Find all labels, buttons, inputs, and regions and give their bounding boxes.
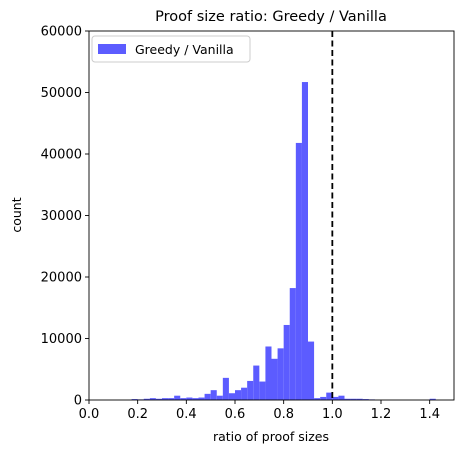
y-axis-title: count [9, 197, 24, 232]
histogram-bar-12 [205, 394, 211, 400]
histogram-bar-17 [235, 390, 241, 400]
legend-swatch [98, 44, 126, 54]
y-tick-label-4: 40000 [41, 148, 82, 163]
histogram-bar-29 [308, 342, 314, 400]
histogram-bar-25 [284, 325, 290, 400]
histogram-bar-19 [247, 381, 253, 400]
x-tick-label-3: 0.6 [225, 407, 246, 422]
y-tick-label-1: 10000 [41, 332, 82, 347]
histogram-bar-32 [326, 393, 332, 400]
x-tick-label-7: 1.4 [419, 407, 440, 422]
x-tick-label-1: 0.2 [127, 407, 148, 422]
histogram-bar-26 [290, 288, 296, 400]
histogram-bar-16 [229, 393, 235, 400]
x-axis-ticks: 0.0 0.2 0.4 0.6 0.8 1.0 1.2 1.4 [79, 400, 440, 422]
x-tick-label-6: 1.2 [371, 407, 392, 422]
histogram-bar-14 [217, 396, 223, 400]
legend-label: Greedy / Vanilla [135, 42, 234, 57]
histogram-bar-13 [211, 390, 217, 400]
chart-title: Proof size ratio: Greedy / Vanilla [155, 9, 387, 25]
histogram-bar-31 [320, 397, 326, 400]
plot-frame [89, 31, 454, 400]
y-tick-label-3: 30000 [41, 209, 82, 224]
x-tick-label-0: 0.0 [79, 407, 100, 422]
x-tick-label-2: 0.4 [176, 407, 197, 422]
histogram-bar-28 [302, 82, 308, 400]
y-tick-label-5: 50000 [41, 86, 82, 101]
histogram-bar-27 [296, 143, 302, 400]
x-axis-title: ratio of proof sizes [213, 429, 329, 444]
histogram-bar-18 [241, 388, 247, 400]
histogram-bar-7 [174, 396, 180, 400]
x-tick-label-5: 1.0 [322, 407, 343, 422]
y-tick-label-2: 20000 [41, 271, 82, 286]
legend: Greedy / Vanilla [92, 36, 250, 62]
histogram-bar-34 [338, 396, 344, 400]
y-tick-label-6: 60000 [41, 25, 82, 40]
histogram-bar-21 [259, 382, 265, 400]
histogram-bar-22 [265, 346, 271, 400]
histogram-bar-20 [253, 366, 259, 400]
x-tick-label-4: 0.8 [273, 407, 294, 422]
histogram-bar-15 [223, 378, 229, 400]
histogram-bars [132, 82, 436, 400]
histogram-bar-33 [332, 397, 338, 400]
histogram-bar-24 [278, 348, 284, 400]
histogram-bar-23 [272, 359, 278, 400]
y-axis-ticks: 0 10000 20000 30000 40000 50000 60000 [41, 25, 89, 409]
y-tick-label-0: 0 [74, 394, 82, 409]
